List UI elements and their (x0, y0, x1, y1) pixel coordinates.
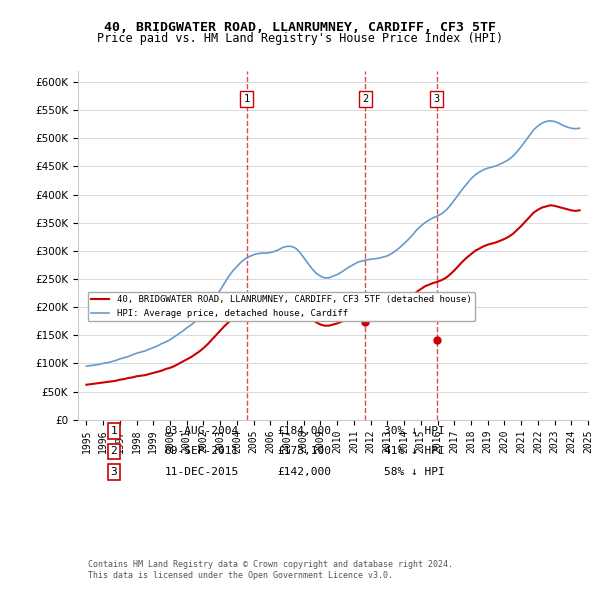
Text: 3: 3 (434, 94, 440, 104)
Text: 11-DEC-2015: 11-DEC-2015 (164, 467, 239, 477)
Text: 2: 2 (362, 94, 368, 104)
Text: £173,100: £173,100 (277, 447, 331, 456)
Text: 58% ↓ HPI: 58% ↓ HPI (384, 467, 445, 477)
Text: 09-SEP-2011: 09-SEP-2011 (164, 447, 239, 456)
Text: 30% ↓ HPI: 30% ↓ HPI (384, 426, 445, 436)
Text: 03-AUG-2004: 03-AUG-2004 (164, 426, 239, 436)
Text: 1: 1 (110, 426, 117, 436)
Text: This data is licensed under the Open Government Licence v3.0.: This data is licensed under the Open Gov… (88, 571, 393, 580)
Text: Contains HM Land Registry data © Crown copyright and database right 2024.: Contains HM Land Registry data © Crown c… (88, 560, 453, 569)
Text: 3: 3 (110, 467, 117, 477)
Text: Price paid vs. HM Land Registry's House Price Index (HPI): Price paid vs. HM Land Registry's House … (97, 32, 503, 45)
Text: 2: 2 (110, 447, 117, 456)
Text: 41% ↓ HPI: 41% ↓ HPI (384, 447, 445, 456)
Text: £142,000: £142,000 (277, 467, 331, 477)
Text: 1: 1 (244, 94, 250, 104)
Text: 40, BRIDGWATER ROAD, LLANRUMNEY, CARDIFF, CF3 5TF: 40, BRIDGWATER ROAD, LLANRUMNEY, CARDIFF… (104, 21, 496, 34)
Text: £184,000: £184,000 (277, 426, 331, 436)
Legend: 40, BRIDGWATER ROAD, LLANRUMNEY, CARDIFF, CF3 5TF (detached house), HPI: Average: 40, BRIDGWATER ROAD, LLANRUMNEY, CARDIFF… (88, 291, 475, 322)
